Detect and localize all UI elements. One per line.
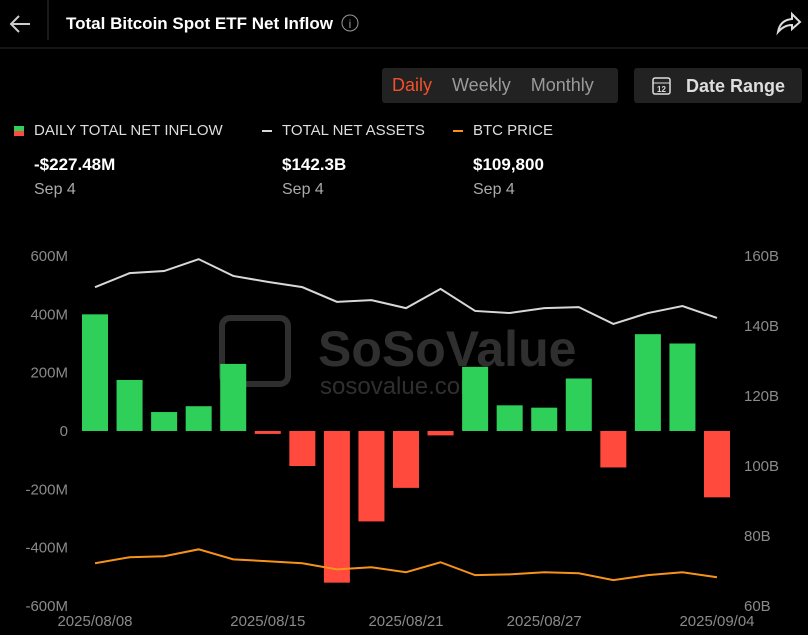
top-bar: Total Bitcoin Spot ETF Net Inflow i — [0, 0, 808, 49]
bar — [704, 431, 730, 498]
legend-value: $109,800 — [473, 155, 544, 174]
watermark: SoSoValue sosovalue.com — [219, 315, 576, 400]
legend-marker — [262, 130, 272, 132]
x-tick-label: 2025/08/08 — [57, 613, 132, 630]
period-tab[interactable]: Weekly — [452, 75, 511, 95]
line-series — [94, 258, 718, 325]
y-tick-label: 600M — [30, 248, 68, 265]
y2-tick-label: 60B — [744, 598, 771, 615]
bar — [634, 334, 661, 431]
period-tab[interactable]: Daily — [392, 75, 433, 95]
watermark-logo — [219, 315, 291, 387]
bar — [289, 431, 316, 466]
bar — [393, 431, 419, 488]
bar — [600, 431, 627, 468]
bar — [669, 343, 696, 431]
legend-label: TOTAL NET ASSETS — [282, 122, 425, 139]
bar — [565, 378, 592, 431]
y-tick-label: -400M — [25, 540, 68, 557]
x-tick-label: 2025/08/27 — [507, 613, 582, 630]
bar — [358, 431, 385, 522]
period-tab[interactable]: Monthly — [530, 75, 594, 95]
bar — [427, 431, 454, 436]
legend-date: Sep 4 — [473, 181, 515, 198]
y2-tick-label: 160B — [744, 248, 779, 265]
svg-text:12: 12 — [657, 85, 666, 94]
bar — [220, 363, 247, 431]
date-range-button[interactable]: 12 Date Range — [634, 68, 802, 103]
calendar-icon: 12 — [652, 77, 671, 95]
legend-value: -$227.48M — [34, 155, 116, 174]
x-tick-label: 2025/08/15 — [230, 613, 305, 630]
back-icon[interactable] — [9, 15, 30, 33]
line-series — [94, 548, 718, 582]
period-tabs: Daily Weekly Monthly — [382, 68, 618, 103]
bar — [82, 314, 108, 431]
bar — [496, 405, 523, 431]
x-tick-label: 2025/08/21 — [368, 613, 443, 630]
page-title: Total Bitcoin Spot ETF Net Inflow — [66, 14, 334, 33]
share-icon[interactable] — [776, 11, 802, 36]
chart: SoSoValue sosovalue.com 600M 400M 200M 0 -20… — [25, 248, 779, 630]
y-tick-label: 200M — [30, 365, 68, 382]
bar — [323, 431, 350, 583]
info-glyph: i — [349, 17, 352, 31]
bar — [116, 379, 143, 431]
legend-label: BTC PRICE — [473, 122, 554, 139]
bar — [151, 412, 178, 431]
bar — [531, 407, 558, 431]
bar — [462, 366, 489, 431]
y2-tick-label: 100B — [744, 458, 779, 475]
legend-value: $142.3B — [282, 155, 347, 174]
bar — [185, 406, 212, 431]
watermark-brand: SoSoValue — [318, 321, 576, 377]
legend-label: DAILY TOTAL NET INFLOW — [34, 122, 223, 139]
watermark-url: sosovalue.com — [320, 373, 480, 400]
y2-tick-label: 120B — [744, 388, 779, 405]
legend-marker — [453, 130, 463, 132]
y-tick-label: 400M — [30, 306, 68, 323]
info-icon[interactable] — [341, 14, 359, 32]
y-tick-label: 0 — [60, 423, 68, 440]
y2-tick-label: 80B — [744, 528, 771, 545]
y-tick-label: -200M — [25, 481, 68, 498]
x-tick-label: 2025/09/04 — [679, 613, 754, 630]
y-tick-label: -600M — [25, 598, 68, 615]
date-range-label: Date Range — [686, 76, 786, 96]
y2-tick-label: 140B — [744, 318, 779, 335]
legend-marker — [14, 126, 24, 136]
legend-date: Sep 4 — [282, 181, 324, 198]
legend-date: Sep 4 — [34, 181, 76, 198]
bar — [254, 431, 281, 434]
